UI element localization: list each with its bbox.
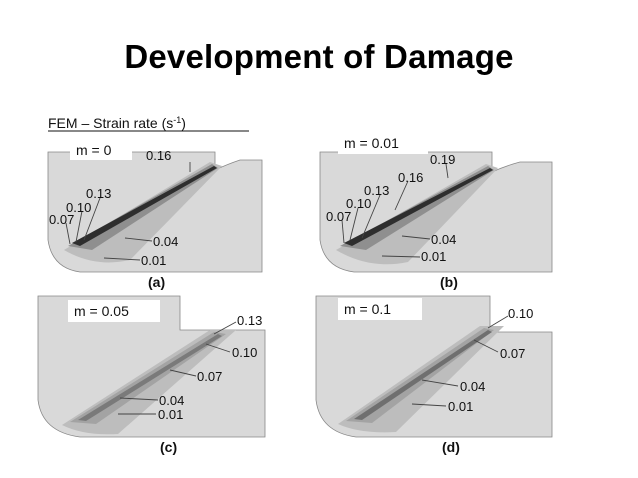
panel-b-caption: (b) bbox=[440, 274, 458, 290]
contour-label-d-010: 0.10 bbox=[508, 306, 533, 321]
contour-label-a-007: 0.07 bbox=[49, 212, 74, 227]
leader-a-001 bbox=[103, 257, 141, 261]
contour-label-c-001: 0.01 bbox=[158, 407, 183, 422]
leader-b-007 bbox=[341, 219, 345, 244]
panel-a-m-label: m = 0 bbox=[76, 142, 112, 158]
contour-label-c-007: 0.07 bbox=[197, 369, 222, 384]
panel-d-m-box bbox=[338, 298, 422, 320]
contour-label-d-001: 0.01 bbox=[448, 399, 473, 414]
contour-label-d-004: 0.04 bbox=[460, 379, 485, 394]
panel-a: m = 0 0.16 0.13 0.10 0.07 0.04 0.01 (a) bbox=[47, 140, 263, 290]
leader-c-004 bbox=[119, 397, 159, 401]
leader-a-013 bbox=[83, 197, 101, 241]
contour-label-a-013: 0.13 bbox=[86, 186, 111, 201]
panel-a-caption: (a) bbox=[148, 274, 165, 290]
leader-d-007 bbox=[473, 339, 499, 353]
figure-header: FEM – Strain rate (s-1) bbox=[48, 115, 186, 131]
leader-b-001 bbox=[381, 255, 421, 258]
panel-b-m-box bbox=[338, 132, 428, 154]
panel-b-m-label: m = 0.01 bbox=[344, 135, 399, 151]
contour-label-d-007: 0.07 bbox=[500, 346, 525, 361]
contour-label-c-010: 0.10 bbox=[232, 345, 257, 360]
leader-b-004 bbox=[401, 235, 431, 240]
contour-label-b-010: 0.10 bbox=[346, 196, 371, 211]
contour-label-b-019: 0.19 bbox=[430, 152, 455, 167]
panel-d-caption: (d) bbox=[442, 439, 460, 455]
slide-title: Development of Damage bbox=[124, 38, 514, 75]
leader-d-001 bbox=[411, 403, 447, 407]
contour-label-b-001: 0.01 bbox=[421, 249, 446, 264]
leader-c-013 bbox=[213, 321, 237, 335]
leader-b-013 bbox=[361, 194, 381, 239]
leader-d-010 bbox=[487, 315, 509, 329]
leader-c-010 bbox=[205, 343, 231, 353]
panel-a-m-box bbox=[70, 140, 132, 160]
panel-d-m-label: m = 0.1 bbox=[344, 301, 391, 317]
leader-b-016 bbox=[394, 180, 409, 211]
panel-b: m = 0.01 0.19 0.16 0.13 0.10 0.07 0.04 0… bbox=[319, 132, 553, 290]
leader-a-007 bbox=[65, 222, 71, 245]
contour-label-b-007: 0.07 bbox=[326, 209, 351, 224]
leader-c-007 bbox=[169, 369, 197, 377]
panel-d-band-core bbox=[354, 330, 492, 420]
contour-label-c-004: 0.04 bbox=[159, 393, 184, 408]
contour-label-b-013: 0.13 bbox=[364, 183, 389, 198]
leader-b-010 bbox=[349, 207, 359, 241]
panel-c-m-box bbox=[68, 300, 160, 322]
panel-c-m-label: m = 0.05 bbox=[74, 303, 129, 319]
contour-label-a-016: 0.16 bbox=[146, 148, 171, 163]
contour-label-a-001: 0.01 bbox=[141, 253, 166, 268]
panel-d: m = 0.1 0.10 0.07 0.04 0.01 (d) bbox=[315, 295, 553, 455]
contour-label-b-004: 0.04 bbox=[431, 232, 456, 247]
panel-a-band-core bbox=[72, 166, 217, 246]
panel-c: m = 0.05 0.13 0.10 0.07 0.04 0.01 (c) bbox=[37, 295, 266, 455]
panel-b-band-core bbox=[344, 168, 493, 246]
leader-d-004 bbox=[421, 379, 459, 387]
panel-c-band-core bbox=[78, 334, 222, 421]
panel-c-caption: (c) bbox=[160, 439, 177, 455]
contour-label-a-010: 0.10 bbox=[66, 200, 91, 215]
contour-label-b-016: 0.16 bbox=[398, 170, 423, 185]
leader-a-010 bbox=[75, 210, 83, 243]
leader-a-004 bbox=[124, 237, 153, 242]
contour-label-c-013: 0.13 bbox=[237, 313, 262, 328]
contour-label-a-004: 0.04 bbox=[153, 234, 178, 249]
leader-b-019 bbox=[445, 163, 449, 179]
